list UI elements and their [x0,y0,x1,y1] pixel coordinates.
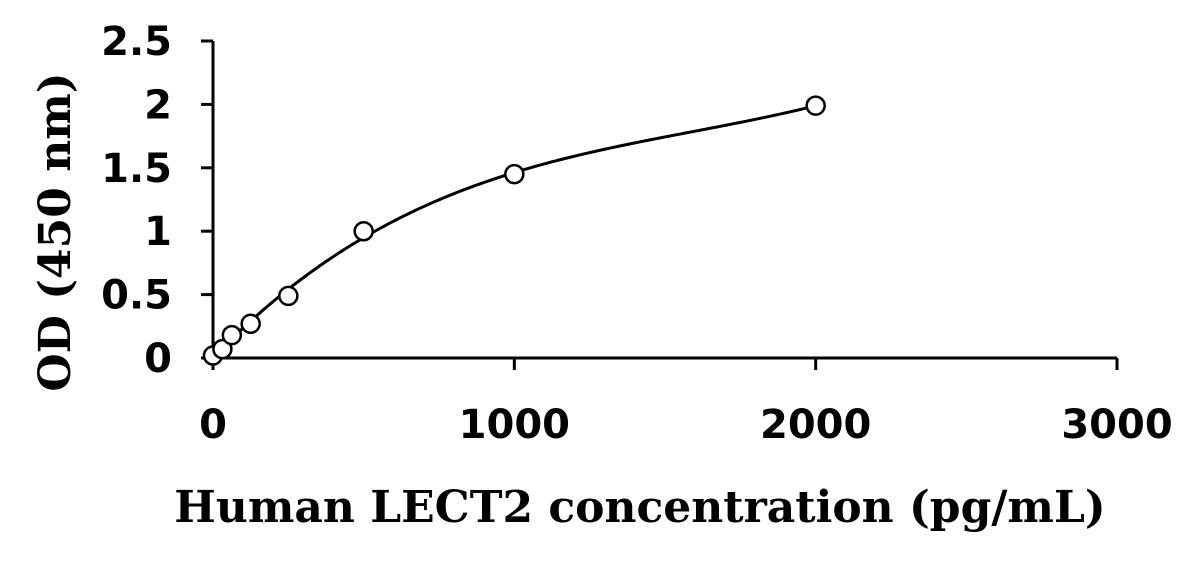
y-axis-title: OD (450 nm) [30,72,81,391]
x-tick-label: 1000 [459,402,570,448]
data-points-layer [202,95,826,366]
x-tick-label: 0 [199,402,227,448]
data-point [278,285,299,307]
data-point [212,338,233,360]
x-tick-label: 2000 [760,402,871,448]
y-tick-label: 0 [144,336,172,382]
y-axis: 0 0.5 1 1.5 2 2.5 [101,19,215,382]
x-tick-label: 3000 [1061,402,1172,448]
x-axis-title: Human LECT2 concentration (pg/mL) [174,482,1105,533]
y-tick-label: 0.5 [101,273,172,319]
y-tick-label: 2.5 [101,19,172,65]
y-tick-label: 1.5 [101,146,172,192]
data-point [240,313,261,335]
fit-curve [211,104,817,359]
data-point [504,163,525,185]
y-tick-label: 2 [144,82,172,128]
data-point [353,220,374,242]
data-point [805,95,826,116]
y-tick-label: 1 [144,209,172,255]
fit-curve-layer [211,104,817,359]
x-axis: 0 1000 2000 3000 [199,356,1173,448]
data-point [221,324,243,346]
